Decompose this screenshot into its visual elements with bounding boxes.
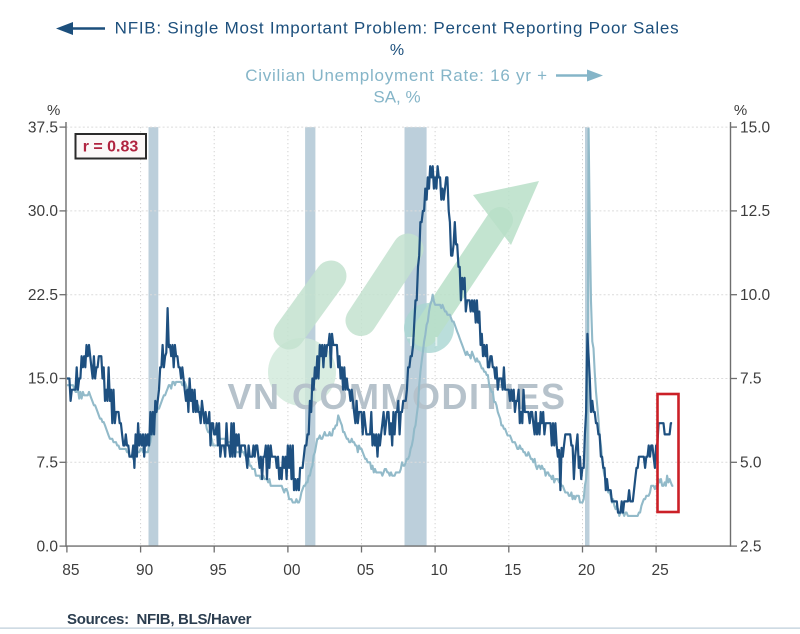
svg-text:Sources: NFIB, BLS/Haver: Sources: NFIB, BLS/Haver	[67, 611, 252, 628]
svg-text:7.5: 7.5	[36, 455, 58, 472]
svg-text:15.0: 15.0	[740, 119, 771, 136]
svg-text:r = 0.83: r = 0.83	[83, 139, 139, 156]
svg-text:37.5: 37.5	[28, 119, 58, 136]
svg-text:%: %	[390, 42, 404, 59]
svg-text:Civilian Unemployment Rate: 16: Civilian Unemployment Rate: 16 yr +	[245, 66, 548, 85]
svg-text:30.0: 30.0	[28, 203, 59, 220]
svg-text:2.5: 2.5	[740, 538, 762, 555]
svg-text:05: 05	[357, 562, 374, 579]
svg-text:00: 00	[283, 562, 301, 579]
svg-text:SA, %: SA, %	[373, 88, 420, 107]
svg-text:85: 85	[62, 562, 79, 579]
svg-text:20: 20	[578, 562, 596, 579]
svg-text:10.0: 10.0	[740, 287, 771, 304]
svg-text:12.5: 12.5	[740, 203, 770, 220]
svg-text:95: 95	[210, 562, 227, 579]
svg-text:%: %	[734, 102, 747, 119]
svg-text:0.0: 0.0	[36, 538, 58, 555]
svg-text:5.0: 5.0	[740, 455, 762, 472]
svg-text:22.5: 22.5	[28, 287, 58, 304]
svg-text:%: %	[47, 102, 60, 119]
svg-text:NFIB: Single Most Important Pr: NFIB: Single Most Important Problem: Per…	[115, 19, 680, 38]
svg-text:10: 10	[430, 562, 448, 579]
svg-text:25: 25	[651, 562, 668, 579]
svg-text:TR UST I: TR UST I	[328, 334, 446, 349]
svg-text:7.5: 7.5	[740, 371, 762, 388]
svg-text:15: 15	[504, 562, 521, 579]
svg-text:15.0: 15.0	[28, 371, 59, 388]
svg-text:90: 90	[136, 562, 154, 579]
